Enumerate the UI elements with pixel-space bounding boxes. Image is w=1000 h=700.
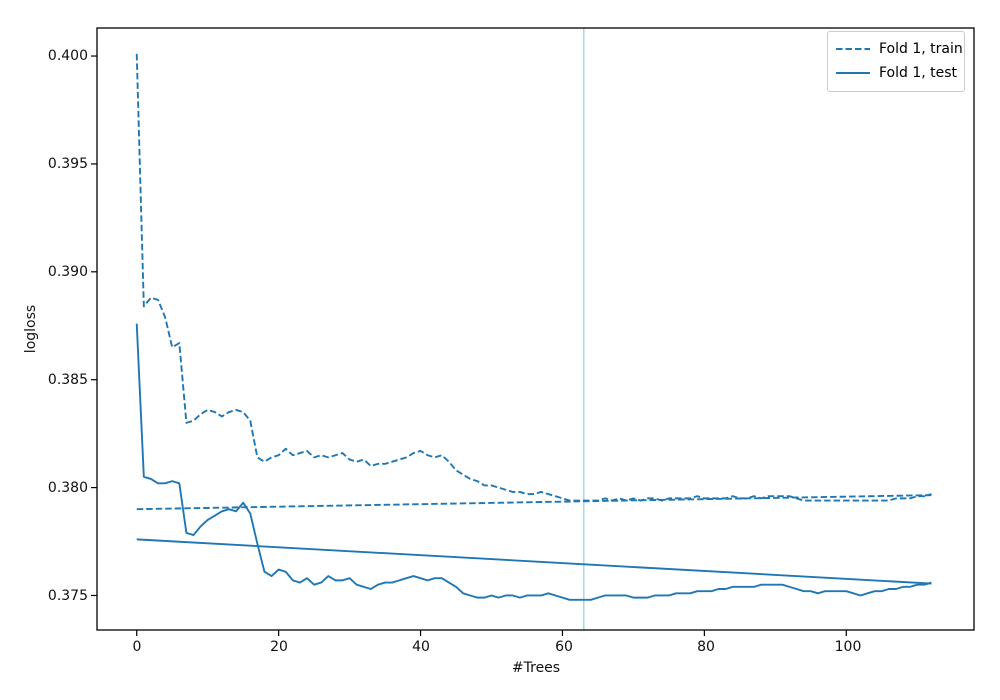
xtick-label: 0 (132, 639, 142, 655)
ytick-label: 0.375 (47, 587, 88, 604)
xtick-label: 60 (555, 639, 573, 655)
legend-label-test: Fold 1, test (879, 65, 958, 81)
xtick-label: 80 (697, 639, 715, 655)
legend-item-train: Fold 1, train (836, 37, 963, 61)
ytick-label: 0.380 (47, 479, 88, 496)
ytick-label: 0.385 (47, 371, 88, 388)
xtick-label: 20 (270, 639, 288, 655)
xtick-label: 100 (834, 639, 862, 655)
legend-item-test: Fold 1, test (836, 61, 958, 85)
dashed-line-icon (836, 48, 870, 50)
ytick-label: 0.390 (47, 263, 88, 280)
legend-label-train: Fold 1, train (879, 41, 963, 57)
legend: Fold 1, train Fold 1, test (827, 31, 965, 92)
x-axis-label: #Trees (511, 660, 561, 676)
ytick-label: 0.395 (47, 156, 88, 172)
y-axis-label: logloss (23, 304, 39, 354)
xtick-label: 40 (412, 639, 430, 655)
ytick-label: 0.400 (47, 48, 88, 65)
solid-line-icon (836, 72, 870, 74)
